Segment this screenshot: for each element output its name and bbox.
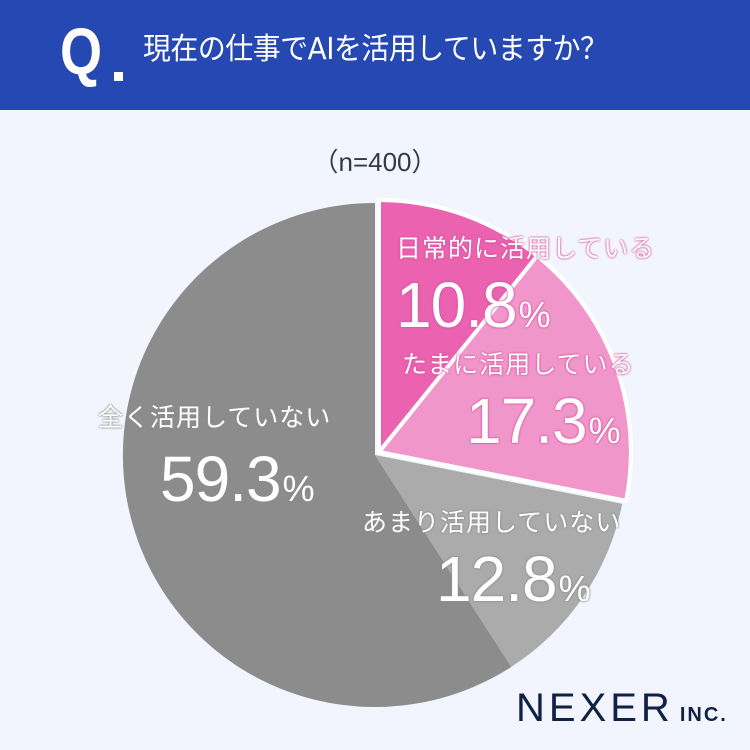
- value-rarely: 12.8%: [436, 543, 591, 622]
- value-rarely-unit: %: [558, 568, 591, 609]
- value-never: 59.3%: [160, 443, 315, 522]
- value-daily-unit: %: [518, 294, 551, 335]
- q-mark: Q: [60, 14, 102, 88]
- logo-main: NEXER: [516, 686, 674, 730]
- value-sometimes-unit: %: [588, 410, 621, 451]
- slice-rarely: [375, 455, 623, 667]
- question-title: 現在の仕事でAIを活用していますか？: [143, 32, 608, 67]
- value-daily-number: 10.8: [396, 269, 518, 341]
- value-sometimes: 17.3%: [466, 385, 621, 464]
- value-daily: 10.8%: [396, 269, 551, 348]
- label-sometimes: たまに活用している: [402, 350, 635, 379]
- exploded-group: [377, 198, 633, 503]
- value-rarely-number: 12.8: [436, 543, 558, 615]
- logo-sub: INC.: [679, 704, 728, 726]
- value-never-unit: %: [282, 468, 315, 509]
- question-header: Q 現在の仕事でAIを活用していますか？: [0, 0, 750, 110]
- label-daily: 日常的に活用している: [396, 234, 656, 263]
- nexer-logo: NEXER INC.: [516, 686, 728, 731]
- value-never-number: 59.3: [160, 443, 282, 515]
- sample-size: （n=400）: [312, 147, 438, 177]
- label-never: 全く活用していない: [98, 403, 332, 432]
- q-dot: [114, 72, 123, 81]
- label-rarely: あまり活用していない: [362, 508, 622, 537]
- value-sometimes-number: 17.3: [466, 385, 588, 457]
- slice-never: [122, 202, 512, 707]
